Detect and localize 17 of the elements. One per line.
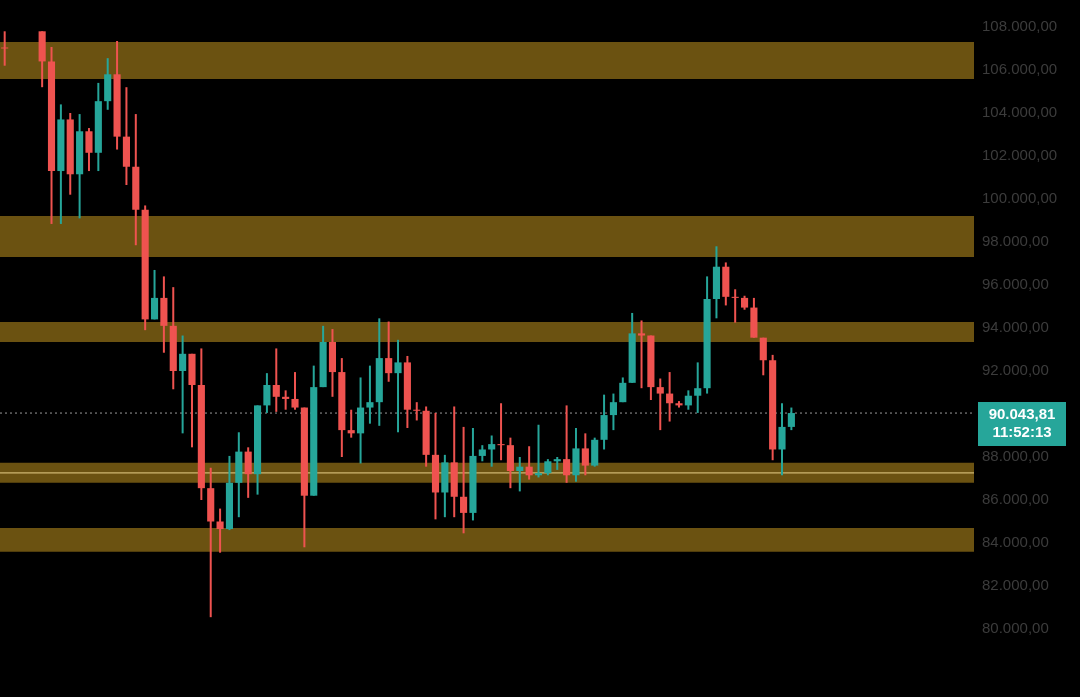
y-tick-label: 96.000,00 xyxy=(982,275,1049,293)
y-tick-label: 82.000,00 xyxy=(982,576,1049,594)
y-tick-label: 104.000,00 xyxy=(982,103,1058,121)
ref-line-label: 90.043,81 xyxy=(988,405,1056,423)
y-tick-label: 86.000,00 xyxy=(982,490,1049,508)
candlestick xyxy=(637,319,646,390)
y-tick-label: 100.000,00 xyxy=(982,189,1058,207)
y-tick-label: 108.000,00 xyxy=(982,17,1058,35)
y-tick-label: 88.000,00 xyxy=(982,447,1049,465)
y-tick-label: 92.000,00 xyxy=(982,361,1049,379)
y-tick-label: 84.000,00 xyxy=(982,533,1049,551)
text: 11:52:13 xyxy=(992,423,1052,441)
y-tick-label: 98.000,00 xyxy=(982,232,1049,250)
y-tick-label: 102.000,00 xyxy=(982,146,1058,164)
y-tick-label: 106.000,00 xyxy=(982,60,1058,78)
y-tick-label: 80.000,00 xyxy=(982,619,1049,637)
y-tick-label: 94.000,00 xyxy=(982,318,1049,336)
